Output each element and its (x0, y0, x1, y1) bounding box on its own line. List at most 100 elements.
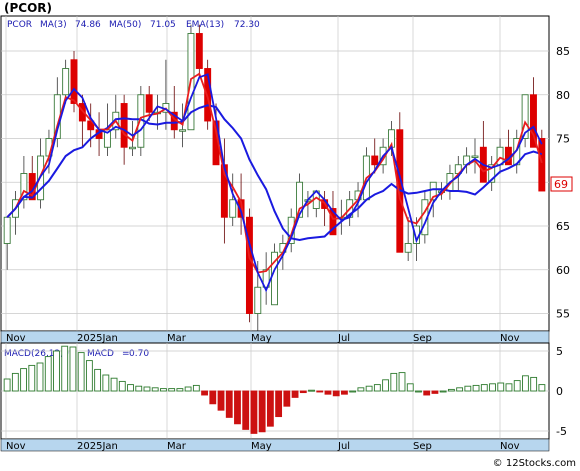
macd-x-tick-label: Mar (167, 441, 187, 452)
last-price-label: 69 (554, 178, 568, 191)
macd-x-tick-label: Nov (500, 441, 520, 452)
moving-average-lines (6, 72, 543, 293)
macd-bar-positive (127, 384, 134, 392)
legend-symbol: PCOR (7, 20, 32, 30)
macd-bar-positive (373, 384, 381, 392)
price-x-tick-label: Nov (500, 333, 520, 344)
candle-up (129, 146, 136, 150)
macd-bar-positive (357, 387, 365, 392)
macd-legend-value: 0.70 (129, 349, 149, 359)
price-y-tick-label: 55 (556, 308, 570, 321)
macd-bar-positive (102, 374, 110, 392)
macd-bar-positive (85, 360, 93, 392)
macd-x-axis-band (0, 438, 550, 452)
price-x-tick-label: Nov (6, 333, 26, 344)
candle-up (3, 216, 11, 244)
macd-bar-positive (489, 383, 496, 392)
candle-up (429, 181, 437, 201)
candle-up (521, 94, 529, 139)
candle-down (538, 138, 546, 192)
candle-up (254, 286, 262, 314)
macd-histogram (3, 345, 546, 434)
macd-y-tick-label: 0 (556, 385, 563, 398)
ma50-line (6, 104, 543, 242)
macd-legend-equals: = (122, 349, 130, 359)
macd-bar-negative (225, 390, 233, 418)
price-y-tick-label: 65 (556, 220, 570, 233)
price-x-tick-label: 2025Jan (77, 333, 118, 344)
macd-x-tick-label: May (251, 441, 272, 452)
macd-bar-positive (143, 386, 151, 392)
macd-bar-negative (201, 390, 208, 396)
candle-up (20, 173, 28, 201)
candle-up (179, 129, 187, 132)
macd-bar-positive (456, 387, 464, 392)
macd-bar-negative (209, 390, 217, 405)
ma3-line (6, 73, 543, 293)
macd-bar-positive (28, 364, 36, 392)
macd-x-axis: Nov 2025Jan Mar May Jul Sep Nov (6, 441, 520, 452)
price-x-axis: Nov 2025Jan Mar May Jul Sep Nov (6, 333, 520, 344)
chart-title: (PCOR) (4, 1, 52, 15)
macd-bar-positive (77, 352, 85, 392)
macd-bar-positive (505, 383, 513, 392)
macd-y-axis: -5 0 5 (556, 345, 567, 438)
macd-x-tick-label: 2025Jan (77, 441, 118, 452)
macd-bar-positive (135, 385, 143, 392)
candle-down (530, 94, 537, 148)
macd-bar-negative (332, 390, 340, 397)
macd-x-tick-label: Nov (6, 441, 26, 452)
macd-bar-negative (275, 390, 283, 418)
candle-down (329, 208, 337, 236)
macd-bar-positive (20, 368, 27, 392)
candle-up (471, 155, 479, 158)
legend-ma3-label: MA(3) (40, 20, 67, 30)
macd-bar-positive (349, 390, 357, 393)
price-x-tick-label: Mar (167, 333, 187, 344)
macd-bar-positive (398, 372, 406, 392)
macd-bar-positive (118, 380, 126, 392)
price-x-tick-label: May (251, 333, 272, 344)
candle-up (404, 243, 412, 253)
macd-x-tick-label: Sep (413, 441, 432, 452)
macd-bar-negative (283, 390, 291, 407)
macd-bar-positive (168, 388, 176, 392)
macd-bar-positive (530, 376, 538, 392)
candle-down (371, 155, 379, 166)
macd-bar-positive (94, 368, 102, 392)
macd-bar-negative (266, 390, 274, 427)
macd-x-tick-label: Jul (337, 441, 350, 452)
macd-bar-positive (365, 385, 373, 392)
macd-bar-positive (69, 346, 77, 392)
macd-bar-positive (472, 384, 480, 392)
macd-legend-label: MACD (87, 349, 114, 359)
macd-y-tick-label: 5 (556, 345, 563, 358)
macd-bar-negative (423, 390, 431, 396)
last-price-marker: 69 (550, 176, 573, 192)
candle-up (229, 199, 237, 218)
macd-bar-negative (316, 390, 324, 393)
price-x-tick-label: Sep (413, 333, 432, 344)
macd-bar-positive (44, 356, 52, 392)
macd-bar-positive (497, 382, 505, 392)
macd-bar-positive (53, 350, 60, 392)
macd-bar-negative (299, 390, 307, 394)
candle-down (78, 103, 86, 122)
legend-ema13-value: 72.30 (234, 20, 260, 30)
macd-bar-negative (258, 390, 266, 433)
candle-up (296, 181, 304, 218)
macd-bar-positive (61, 345, 69, 392)
macd-bar-positive (160, 388, 167, 392)
macd-bar-positive (176, 388, 184, 392)
macd-bar-positive (382, 379, 389, 392)
legend-ma50-value: 71.05 (150, 20, 176, 30)
macd-bar-positive (415, 390, 422, 393)
macd-bar-positive (151, 387, 159, 392)
macd-bar-negative (234, 390, 241, 425)
legend-ma3-value: 74.86 (75, 20, 101, 30)
macd-bar-positive (11, 372, 19, 392)
macd-bar-negative (324, 390, 332, 395)
price-y-tick-label: 60 (556, 264, 570, 277)
candle-up (62, 68, 70, 96)
